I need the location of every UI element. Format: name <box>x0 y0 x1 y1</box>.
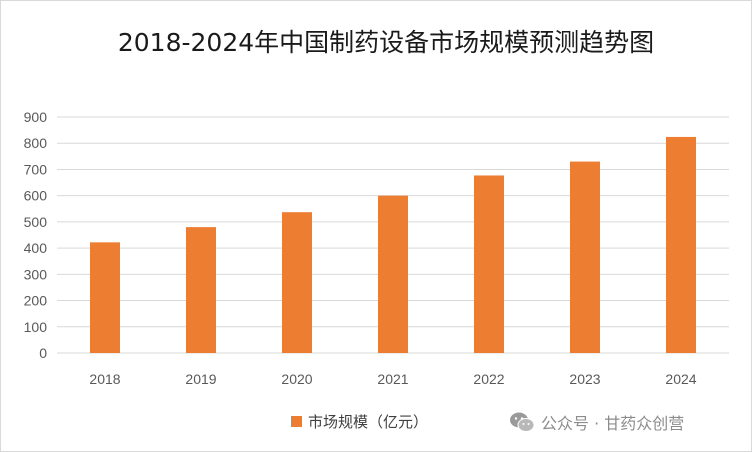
y-axis-ticks: 0 100 200 300 400 500 600 700 800 900 <box>24 109 48 361</box>
x-tick-label: 2021 <box>377 371 408 387</box>
y-tick-label: 100 <box>24 319 48 335</box>
bar-2019 <box>186 227 216 353</box>
chart-title: 2018-2024年中国制药设备市场规模预测趋势图 <box>117 28 655 57</box>
wechat-icon <box>510 412 535 432</box>
bar-2023 <box>570 161 600 353</box>
bars <box>90 136 696 353</box>
x-tick-label: 2022 <box>473 371 504 387</box>
x-tick-label: 2020 <box>281 371 312 387</box>
bar-2021 <box>378 195 408 353</box>
bar-2022 <box>474 175 504 353</box>
y-tick-label: 900 <box>24 109 48 125</box>
bar-2020 <box>282 212 312 353</box>
y-tick-label: 400 <box>24 240 48 256</box>
legend: 市场规模（亿元） <box>291 408 428 434</box>
x-tick-label: 2024 <box>665 371 696 387</box>
legend-swatch <box>291 415 302 427</box>
y-tick-label: 700 <box>24 161 48 177</box>
y-tick-label: 200 <box>24 293 48 309</box>
bar-2024 <box>666 136 696 353</box>
x-axis-ticks: 2018 2019 2020 2021 2022 2023 2024 <box>89 371 696 387</box>
y-tick-label: 800 <box>24 135 48 151</box>
watermark-text: 公众号 · 甘药众创营 <box>541 414 685 433</box>
y-tick-label: 0 <box>39 345 47 361</box>
x-tick-label: 2023 <box>569 371 600 387</box>
y-tick-label: 300 <box>24 266 48 282</box>
watermark: 公众号 · 甘药众创营 <box>509 409 684 435</box>
legend-label: 市场规模（亿元） <box>308 412 429 431</box>
x-tick-label: 2018 <box>89 371 120 387</box>
y-tick-label: 600 <box>24 188 48 204</box>
y-tick-label: 500 <box>24 214 48 230</box>
bar-2018 <box>90 242 120 353</box>
x-tick-label: 2019 <box>185 371 216 387</box>
